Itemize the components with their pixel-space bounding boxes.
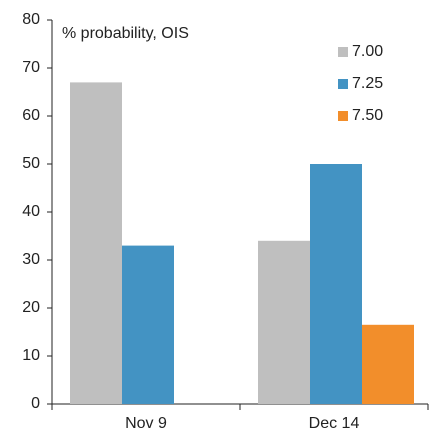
legend-swatch <box>338 47 348 57</box>
bar <box>362 324 414 404</box>
y-tick-label: 20 <box>22 299 40 316</box>
y-tick-label: 0 <box>31 395 40 412</box>
bar <box>122 245 174 404</box>
legend-label: 7.50 <box>352 107 383 124</box>
y-tick-label: 50 <box>22 155 40 172</box>
y-tick-label: 30 <box>22 251 40 268</box>
bar <box>70 82 122 405</box>
y-tick-label: 70 <box>22 59 40 76</box>
legend-swatch <box>338 79 348 89</box>
y-tick-label: 80 <box>22 11 40 28</box>
legend-label: 7.00 <box>352 43 383 60</box>
y-tick-label: 60 <box>22 107 40 124</box>
legend-label: 7.25 <box>352 75 383 92</box>
legend-swatch <box>338 111 348 121</box>
y-tick-label: 10 <box>22 347 40 364</box>
bar <box>258 240 310 404</box>
x-tick-label: Dec 14 <box>309 415 360 432</box>
annotation: % probability, OIS <box>62 25 189 42</box>
bar <box>310 164 362 404</box>
y-tick-label: 40 <box>22 203 40 220</box>
x-tick-label: Nov 9 <box>125 415 167 432</box>
